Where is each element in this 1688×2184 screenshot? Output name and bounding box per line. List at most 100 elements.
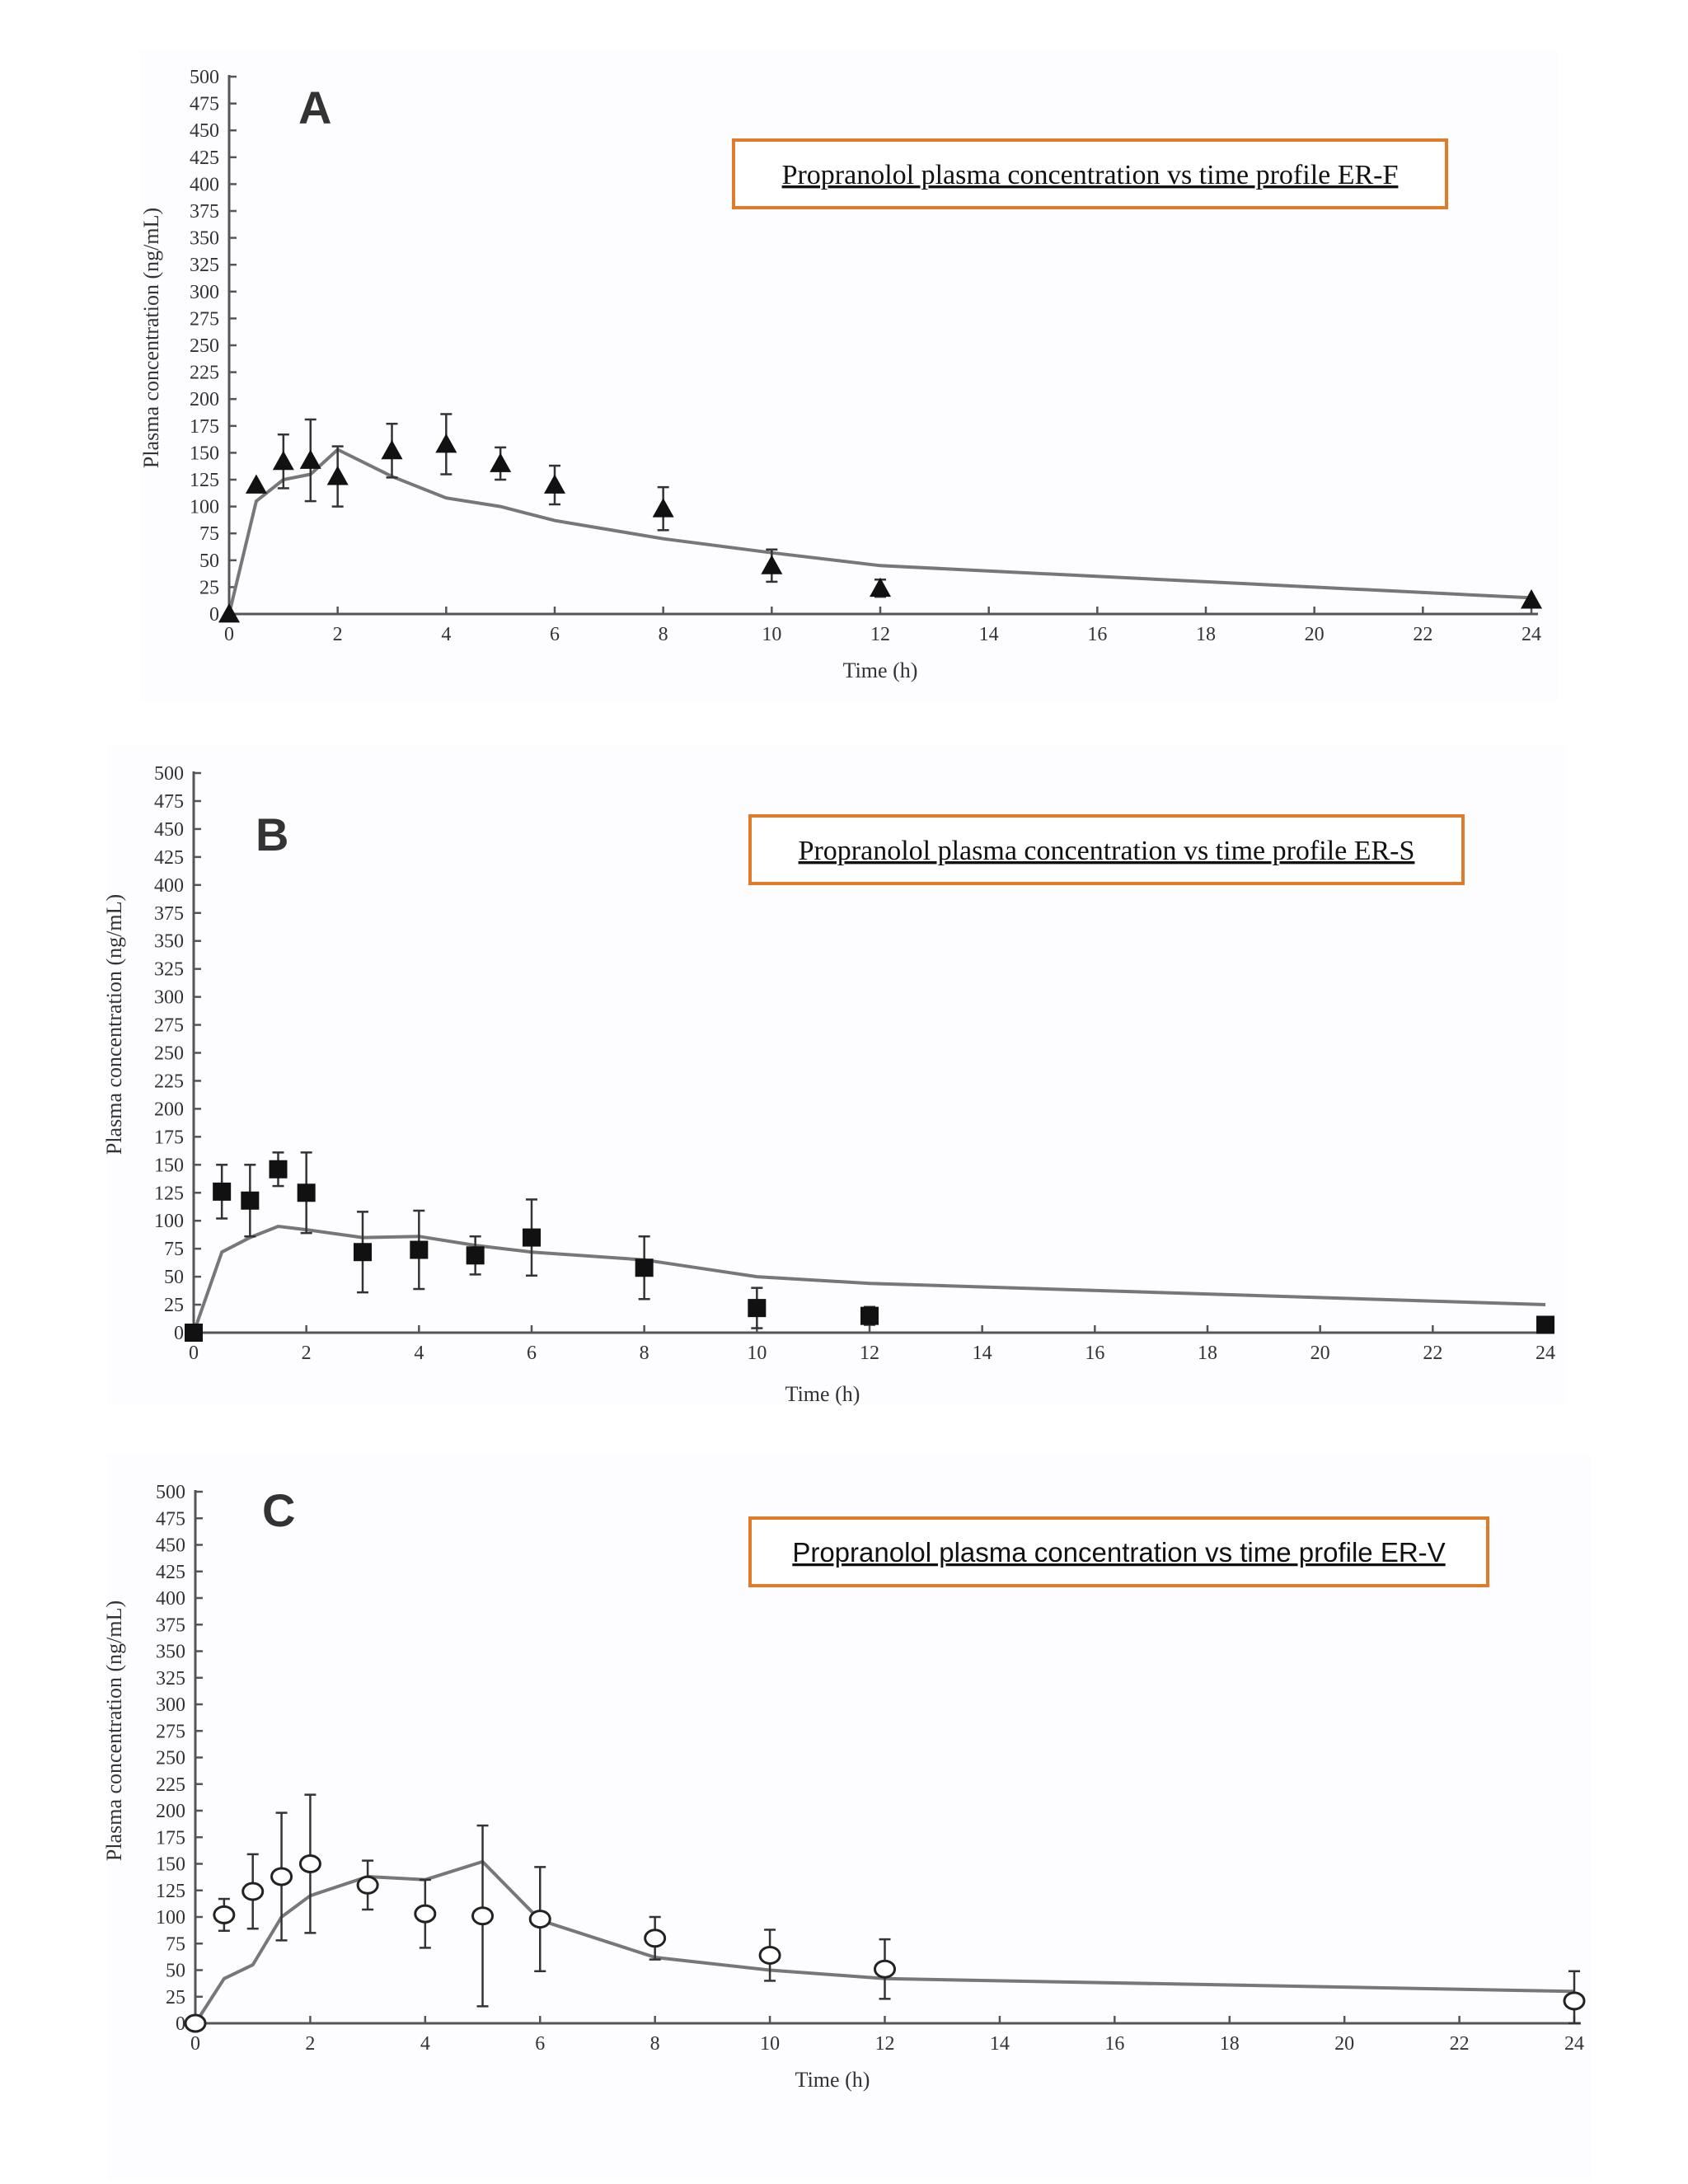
data-point-circle [298,1854,321,1873]
x-tick-label: 24 [1522,624,1541,645]
data-point-circle [758,1945,781,1965]
y-tick-label: 0 [209,604,219,626]
data-point-circle [874,1959,896,1979]
y-tick-label: 300 [154,987,184,1009]
chart-panel-B: 0255075100125150175200225250275300325350… [102,746,1566,1406]
x-tick-label: 16 [1085,1343,1104,1364]
title-box [748,814,1465,885]
data-point-triangle [218,603,240,623]
x-tick-label: 24 [1536,1343,1555,1364]
x-tick-label: 4 [420,2033,430,2055]
x-axis-title: Time (h) [785,1382,860,1406]
x-tick-label: 4 [441,624,451,645]
data-point-triangle [652,498,674,518]
x-axis-title: Time (h) [795,2068,870,2092]
y-tick-label: 275 [156,1721,185,1742]
y-tick-label: 50 [164,1267,184,1288]
data-point-triangle [299,449,321,469]
chart-panel-C: 0255075100125150175200225250275300325350… [102,1455,1591,2180]
x-tick-label: 6 [527,1343,537,1364]
data-point-square [354,1243,372,1262]
y-tick-label: 350 [154,931,184,953]
x-tick-label: 12 [860,1343,879,1364]
x-tick-label: 8 [650,2033,660,2055]
y-tick-label: 225 [190,363,219,384]
data-point-square [523,1228,541,1247]
y-tick-label: 100 [154,1211,184,1232]
y-tick-label: 325 [156,1668,185,1690]
y-tick-label: 200 [156,1801,185,1822]
panel-label: B [256,808,288,860]
y-tick-label: 300 [190,282,219,303]
x-tick-label: 18 [1220,2033,1240,2055]
y-tick-label: 150 [154,1155,184,1176]
y-tick-label: 250 [190,335,219,357]
y-tick-label: 475 [190,94,219,115]
data-point-triangle [435,433,457,453]
y-tick-label: 400 [156,1588,185,1610]
y-tick-label: 25 [164,1295,184,1316]
y-tick-label: 175 [154,1127,184,1148]
y-tick-label: 500 [156,1482,185,1503]
x-tick-label: 12 [875,2033,895,2055]
y-tick-label: 325 [190,255,219,276]
x-tick-label: 22 [1413,624,1432,645]
y-tick-label: 200 [154,1099,184,1120]
data-point-circle [213,1905,236,1924]
data-point-square [241,1191,260,1210]
data-point-circle [270,1867,293,1886]
y-tick-label: 150 [190,443,219,464]
y-tick-label: 0 [174,1323,184,1344]
y-tick-label: 400 [154,875,184,897]
y-tick-label: 325 [154,959,184,981]
y-tick-label: 350 [190,228,219,250]
y-tick-label: 500 [190,67,219,88]
x-tick-label: 0 [224,624,234,645]
x-tick-label: 14 [990,2033,1010,2055]
x-tick-label: 2 [302,1343,312,1364]
y-tick-label: 100 [190,497,219,518]
chart-panel-A: 0255075100125150175200225250275300325350… [139,49,1558,701]
y-tick-label: 150 [156,1854,185,1876]
data-point-circle [241,1882,265,1901]
y-tick-label: 250 [156,1748,185,1769]
y-axis-title: Plasma concentration (ng/mL) [139,208,163,468]
data-point-square [748,1299,767,1318]
x-tick-label: 10 [762,624,781,645]
x-tick-label: 10 [760,2033,780,2055]
y-tick-label: 300 [156,1694,185,1716]
y-tick-label: 275 [190,308,219,330]
y-tick-label: 350 [156,1642,185,1663]
x-tick-label: 24 [1564,2033,1584,2055]
x-tick-label: 18 [1196,624,1216,645]
y-tick-label: 375 [156,1615,185,1636]
data-point-triangle [1521,589,1542,609]
x-tick-label: 2 [305,2033,315,2055]
y-tick-label: 175 [156,1827,185,1849]
data-point-square [1536,1315,1554,1334]
y-tick-label: 125 [190,470,219,491]
y-tick-label: 450 [190,120,219,142]
data-point-triangle [381,439,403,460]
y-tick-label: 275 [154,1015,184,1037]
y-tick-label: 75 [164,1239,184,1260]
data-point-circle [528,1910,551,1929]
y-tick-label: 50 [199,551,219,572]
x-tick-label: 20 [1334,2033,1354,2055]
data-point-triangle [245,474,267,494]
x-axis-title: Time (h) [843,658,918,682]
y-tick-label: 500 [154,763,184,785]
data-point-circle [356,1875,379,1895]
y-tick-label: 425 [190,148,219,169]
data-point-triangle [326,466,349,485]
y-tick-label: 200 [190,389,219,410]
y-axis-title: Plasma concentration (ng/mL) [102,1601,126,1861]
y-tick-label: 100 [156,1907,185,1929]
data-point-square [297,1183,316,1202]
data-point-square [635,1258,654,1277]
data-point-triangle [272,450,294,471]
y-tick-label: 125 [154,1183,184,1204]
data-point-circle [1563,1991,1586,2011]
